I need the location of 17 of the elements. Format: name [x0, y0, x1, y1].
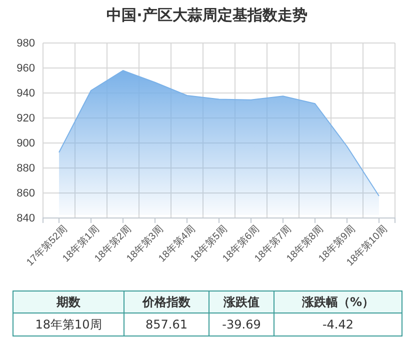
- text: 价格指数: [142, 295, 192, 309]
- y-tick-label: 840: [16, 212, 35, 225]
- text: 期数: [56, 295, 82, 309]
- text: 涨跌值: [222, 295, 260, 309]
- y-tick-label: 940: [16, 88, 35, 100]
- text: -4.42: [322, 318, 354, 332]
- y-tick-label: 920: [16, 112, 35, 125]
- text: 857.61: [146, 318, 188, 332]
- y-tick-label: 860: [16, 188, 35, 200]
- y-tick-label: 980: [16, 38, 35, 50]
- text: -39.69: [222, 318, 261, 332]
- text: 18年第10周: [35, 318, 102, 332]
- text: 涨跌幅（%）: [300, 295, 374, 309]
- y-tick-label: 880: [16, 162, 35, 175]
- y-tick-label: 960: [16, 62, 35, 75]
- chart-title: 中国·产区大蒜周定基指数走势: [106, 6, 308, 24]
- y-tick-label: 900: [16, 138, 35, 150]
